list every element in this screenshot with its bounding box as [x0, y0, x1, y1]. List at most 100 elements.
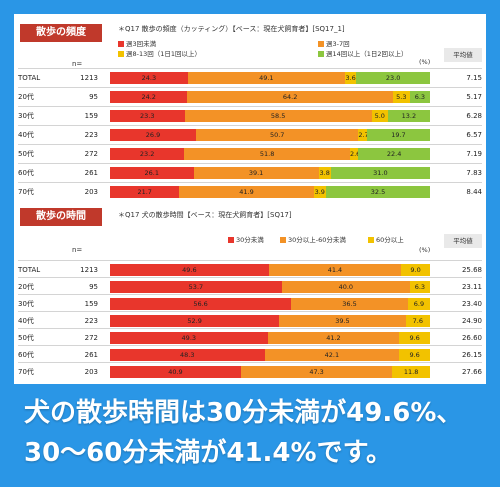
row-divider — [18, 106, 482, 107]
bar-segment: 6.3 — [409, 91, 430, 103]
bar-segment: 3.8 — [318, 167, 331, 179]
stacked-bar: 52.9 39.5 7.6 — [110, 315, 430, 327]
bar-row: 40代 223 52.9 39.5 7.6 24.90 — [18, 313, 482, 329]
legend-label: 週14回以上（1日2回以上） — [326, 50, 408, 58]
bar-row: 50代 272 23.2 51.8 2.6 22.4 7.19 — [18, 146, 482, 162]
row-average-value: 27.66 — [461, 368, 482, 376]
bar-segment: 2.6 — [349, 148, 359, 160]
bar-segment: 41.4 — [268, 264, 402, 276]
row-n-value: 95 — [89, 283, 98, 291]
row-label: 30代 — [18, 112, 34, 120]
row-divider — [18, 144, 482, 145]
row-n-value: 261 — [84, 169, 98, 177]
row-average-value: 7.15 — [466, 74, 482, 82]
average-header: 平均値 — [444, 234, 482, 248]
bar-segment: 3.6 — [344, 72, 357, 84]
row-label: 70代 — [18, 368, 34, 376]
legend-swatch — [228, 237, 234, 243]
stacked-bar: 49.6 41.4 9.0 — [110, 264, 430, 276]
bar-segment: 3.9 — [313, 186, 326, 198]
stacked-bar: 40.9 47.3 11.8 — [110, 366, 430, 378]
bar-segment: 26.9 — [110, 129, 197, 141]
bar-row: 20代 95 53.7 40.0 6.3 23.11 — [18, 279, 482, 295]
legend-item: 30分以上-60分未満 — [280, 234, 346, 244]
row-n-value: 223 — [84, 131, 98, 139]
legend-label: 30分未満 — [236, 236, 264, 244]
bar-row: 40代 223 26.9 50.7 2.7 19.7 6.57 — [18, 127, 482, 143]
row-average-value: 6.57 — [466, 131, 482, 139]
row-n-value: 223 — [84, 317, 98, 325]
row-divider — [18, 311, 482, 312]
row-divider — [18, 294, 482, 295]
bar-row: 60代 261 48.3 42.1 9.6 26.15 — [18, 347, 482, 363]
row-average-value: 25.68 — [461, 266, 482, 274]
bar-segment: 47.3 — [240, 366, 393, 378]
row-average-value: 26.60 — [461, 334, 482, 342]
row-divider — [18, 68, 482, 69]
legend-swatch — [280, 237, 286, 243]
average-header: 平均値 — [444, 48, 482, 62]
row-label: 30代 — [18, 300, 34, 308]
bar-segment: 49.3 — [110, 332, 268, 344]
legend-swatch — [318, 41, 324, 47]
row-average-value: 8.44 — [466, 188, 482, 196]
stacked-bar: 24.3 49.1 3.6 23.0 — [110, 72, 430, 84]
row-label: 50代 — [18, 334, 34, 342]
row-divider — [18, 328, 482, 329]
row-n-value: 203 — [84, 368, 98, 376]
caption-line-2: 30～60分未満が41.4%です。 — [24, 438, 392, 468]
bar-segment: 36.5 — [291, 298, 408, 310]
bar-segment: 53.7 — [110, 281, 282, 293]
bar-row: 30代 159 56.6 36.5 6.9 23.40 — [18, 296, 482, 312]
n-header: n= — [72, 246, 83, 254]
bar-row: TOTAL 1213 49.6 41.4 9.0 25.68 — [18, 262, 482, 278]
row-n-value: 261 — [84, 351, 98, 359]
bar-segment: 39.5 — [279, 315, 406, 327]
legend-swatch — [118, 41, 124, 47]
bar-segment: 39.1 — [193, 167, 319, 179]
row-n-value: 95 — [89, 93, 98, 101]
row-n-value: 272 — [84, 150, 98, 158]
question-title: ＊Q17 散歩の頻度（カッティング）【ベース：現在犬飼育者】[SQ17_1] — [118, 25, 345, 33]
legend-label: 週3-7回 — [326, 40, 350, 48]
row-label: 40代 — [18, 131, 34, 139]
bar-segment: 40.9 — [110, 366, 241, 378]
legend-item: 週3-7回 — [318, 38, 350, 48]
bar-row: 50代 272 49.3 41.2 9.6 26.60 — [18, 330, 482, 346]
n-header: n= — [72, 60, 83, 68]
bar-segment: 11.8 — [392, 366, 430, 378]
bar-segment: 9.6 — [399, 349, 430, 361]
row-n-value: 159 — [84, 300, 98, 308]
bar-segment: 24.3 — [110, 72, 188, 84]
bar-segment: 23.2 — [110, 148, 185, 160]
bar-segment: 41.2 — [267, 332, 400, 344]
legend-swatch — [318, 51, 324, 57]
legend: 30分未満 30分以上-60分未満 60分以上 — [228, 234, 448, 244]
bar-row: 60代 261 26.1 39.1 3.8 31.0 7.83 — [18, 165, 482, 181]
question-title: ＊Q17 犬の散歩時間【ベース：現在犬飼育者】[SQ17] — [118, 211, 292, 219]
legend-label: 週8-13回（1日1回以上） — [126, 50, 202, 58]
row-average-value: 24.90 — [461, 317, 482, 325]
bar-segment: 5.3 — [392, 91, 410, 103]
row-label: 40代 — [18, 317, 34, 325]
legend-swatch — [118, 51, 124, 57]
row-average-value: 5.17 — [466, 93, 482, 101]
row-average-value: 26.15 — [461, 351, 482, 359]
bar-segment: 13.2 — [387, 110, 430, 122]
caption-line-1: 犬の散歩時間は30分未満が49.6%、 — [24, 398, 463, 428]
caption-banner: 犬の散歩時間は30分未満が49.6%、 30～60分未満が41.4%です。 — [0, 388, 500, 487]
bar-segment: 23.3 — [110, 110, 185, 122]
row-label: 70代 — [18, 188, 34, 196]
bar-row: 70代 203 21.7 41.9 3.9 32.5 8.44 — [18, 184, 482, 200]
bar-row: 30代 159 23.3 58.5 5.0 13.2 6.28 — [18, 108, 482, 124]
stacked-bar: 26.9 50.7 2.7 19.7 — [110, 129, 430, 141]
row-divider — [18, 277, 482, 278]
row-divider — [18, 125, 482, 126]
bar-segment: 6.3 — [409, 281, 430, 293]
stacked-bar: 56.6 36.5 6.9 — [110, 298, 430, 310]
bar-segment: 49.1 — [187, 72, 345, 84]
bar-segment: 2.7 — [358, 129, 367, 141]
row-n-value: 1213 — [80, 266, 98, 274]
bar-segment: 51.8 — [184, 148, 350, 160]
bar-segment: 50.7 — [196, 129, 359, 141]
